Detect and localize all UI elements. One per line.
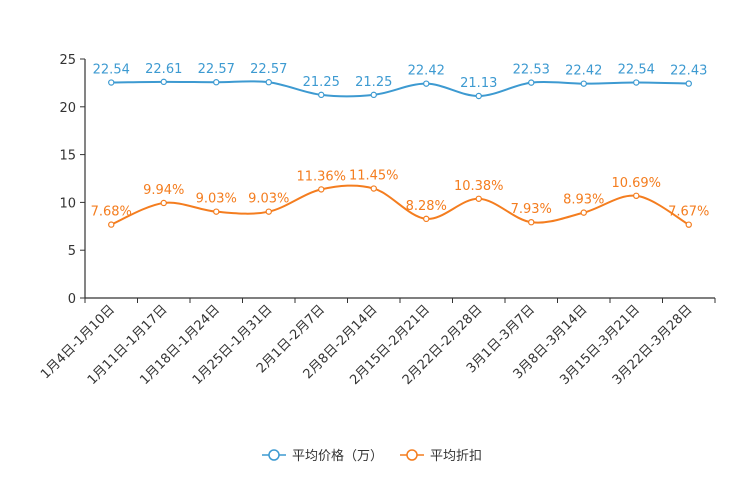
data-point[interactable] xyxy=(633,79,640,86)
data-label: 7.93% xyxy=(511,202,552,217)
y-tick-label: 0 xyxy=(68,292,76,307)
data-point[interactable] xyxy=(633,192,640,200)
data-point[interactable] xyxy=(318,186,325,193)
data-label: 9.94% xyxy=(143,183,184,198)
data-label: 22.54 xyxy=(93,63,130,78)
data-label: 7.67% xyxy=(668,205,709,220)
data-point[interactable] xyxy=(160,199,167,207)
data-point[interactable] xyxy=(108,221,115,228)
data-point[interactable] xyxy=(475,195,482,202)
data-point[interactable] xyxy=(580,80,587,87)
data-label: 11.45% xyxy=(349,169,399,184)
y-tick-label: 25 xyxy=(59,53,76,68)
data-label: 22.43 xyxy=(670,64,707,79)
series-line-0 xyxy=(111,80,689,98)
data-label: 7.68% xyxy=(91,205,132,220)
legend-marker-1 xyxy=(406,449,418,461)
data-point[interactable] xyxy=(108,79,115,86)
series-line-1 xyxy=(110,184,690,226)
data-point[interactable] xyxy=(213,208,220,215)
data-label: 10.38% xyxy=(454,179,504,194)
legend-label-1: 平均折扣 xyxy=(430,449,482,464)
data-label: 22.57 xyxy=(250,62,287,77)
data-label: 21.25 xyxy=(303,75,340,90)
data-label: 8.28% xyxy=(406,199,447,214)
y-tick-label: 15 xyxy=(59,149,76,164)
data-label: 21.13 xyxy=(460,76,497,91)
data-point[interactable] xyxy=(580,209,587,216)
data-point[interactable] xyxy=(423,80,430,87)
data-point[interactable] xyxy=(370,185,377,192)
legend-label-0: 平均价格（万） xyxy=(292,448,383,464)
data-label: 22.42 xyxy=(408,64,445,79)
data-label: 8.93% xyxy=(563,193,604,208)
y-tick-label: 20 xyxy=(59,101,76,116)
data-point[interactable] xyxy=(475,92,482,100)
data-label: 9.03% xyxy=(196,192,237,207)
data-point[interactable] xyxy=(318,91,325,99)
data-point[interactable] xyxy=(528,79,535,86)
data-point[interactable] xyxy=(528,218,535,226)
data-label: 22.53 xyxy=(513,63,550,78)
legend-marker-0 xyxy=(268,449,280,461)
data-label: 10.69% xyxy=(611,176,661,191)
y-tick-label: 10 xyxy=(59,196,76,211)
data-point[interactable] xyxy=(160,78,167,86)
data-point[interactable] xyxy=(685,80,692,87)
data-label: 22.57 xyxy=(198,62,235,77)
data-label: 21.25 xyxy=(355,75,392,90)
data-label: 22.54 xyxy=(618,63,655,78)
data-point[interactable] xyxy=(265,208,272,215)
data-label: 11.36% xyxy=(296,169,346,184)
data-label: 22.42 xyxy=(565,64,602,79)
data-point[interactable] xyxy=(370,91,377,99)
data-point[interactable] xyxy=(213,79,220,86)
data-point[interactable] xyxy=(685,221,692,228)
data-point[interactable] xyxy=(265,79,272,86)
y-tick-label: 5 xyxy=(68,244,76,259)
data-label: 22.61 xyxy=(145,62,182,77)
data-point[interactable] xyxy=(423,215,430,223)
data-label: 9.03% xyxy=(248,192,289,207)
